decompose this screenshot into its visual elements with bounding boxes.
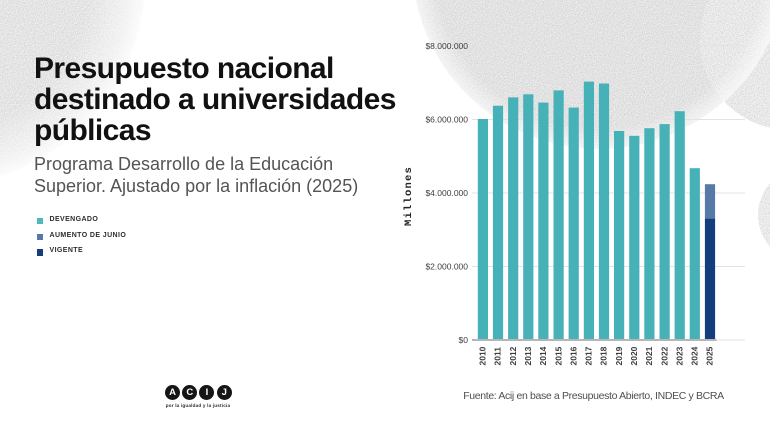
svg-text:2024: 2024	[690, 346, 700, 365]
svg-text:2016: 2016	[568, 346, 578, 365]
svg-text:Millones: Millones	[403, 166, 415, 226]
svg-text:2012: 2012	[508, 346, 518, 365]
svg-text:2017: 2017	[584, 346, 594, 365]
svg-text:2025: 2025	[705, 346, 715, 365]
svg-text:2018: 2018	[599, 346, 609, 365]
svg-text:2011: 2011	[493, 347, 503, 366]
svg-text:2021: 2021	[644, 346, 654, 365]
svg-text:2022: 2022	[659, 346, 669, 365]
svg-text:$4.000.000: $4.000.000	[425, 188, 468, 198]
svg-text:2015: 2015	[553, 346, 563, 365]
svg-text:2020: 2020	[629, 346, 639, 365]
svg-text:$8.000.000: $8.000.000	[425, 41, 468, 51]
svg-text:2019: 2019	[614, 346, 624, 365]
svg-text:2023: 2023	[674, 346, 684, 365]
svg-text:2010: 2010	[478, 346, 488, 365]
svg-text:2014: 2014	[538, 346, 548, 365]
svg-text:2013: 2013	[523, 346, 533, 365]
svg-text:$6.000.000: $6.000.000	[425, 114, 468, 124]
svg-text:$2.000.000: $2.000.000	[425, 261, 468, 271]
svg-text:$0: $0	[459, 335, 469, 345]
